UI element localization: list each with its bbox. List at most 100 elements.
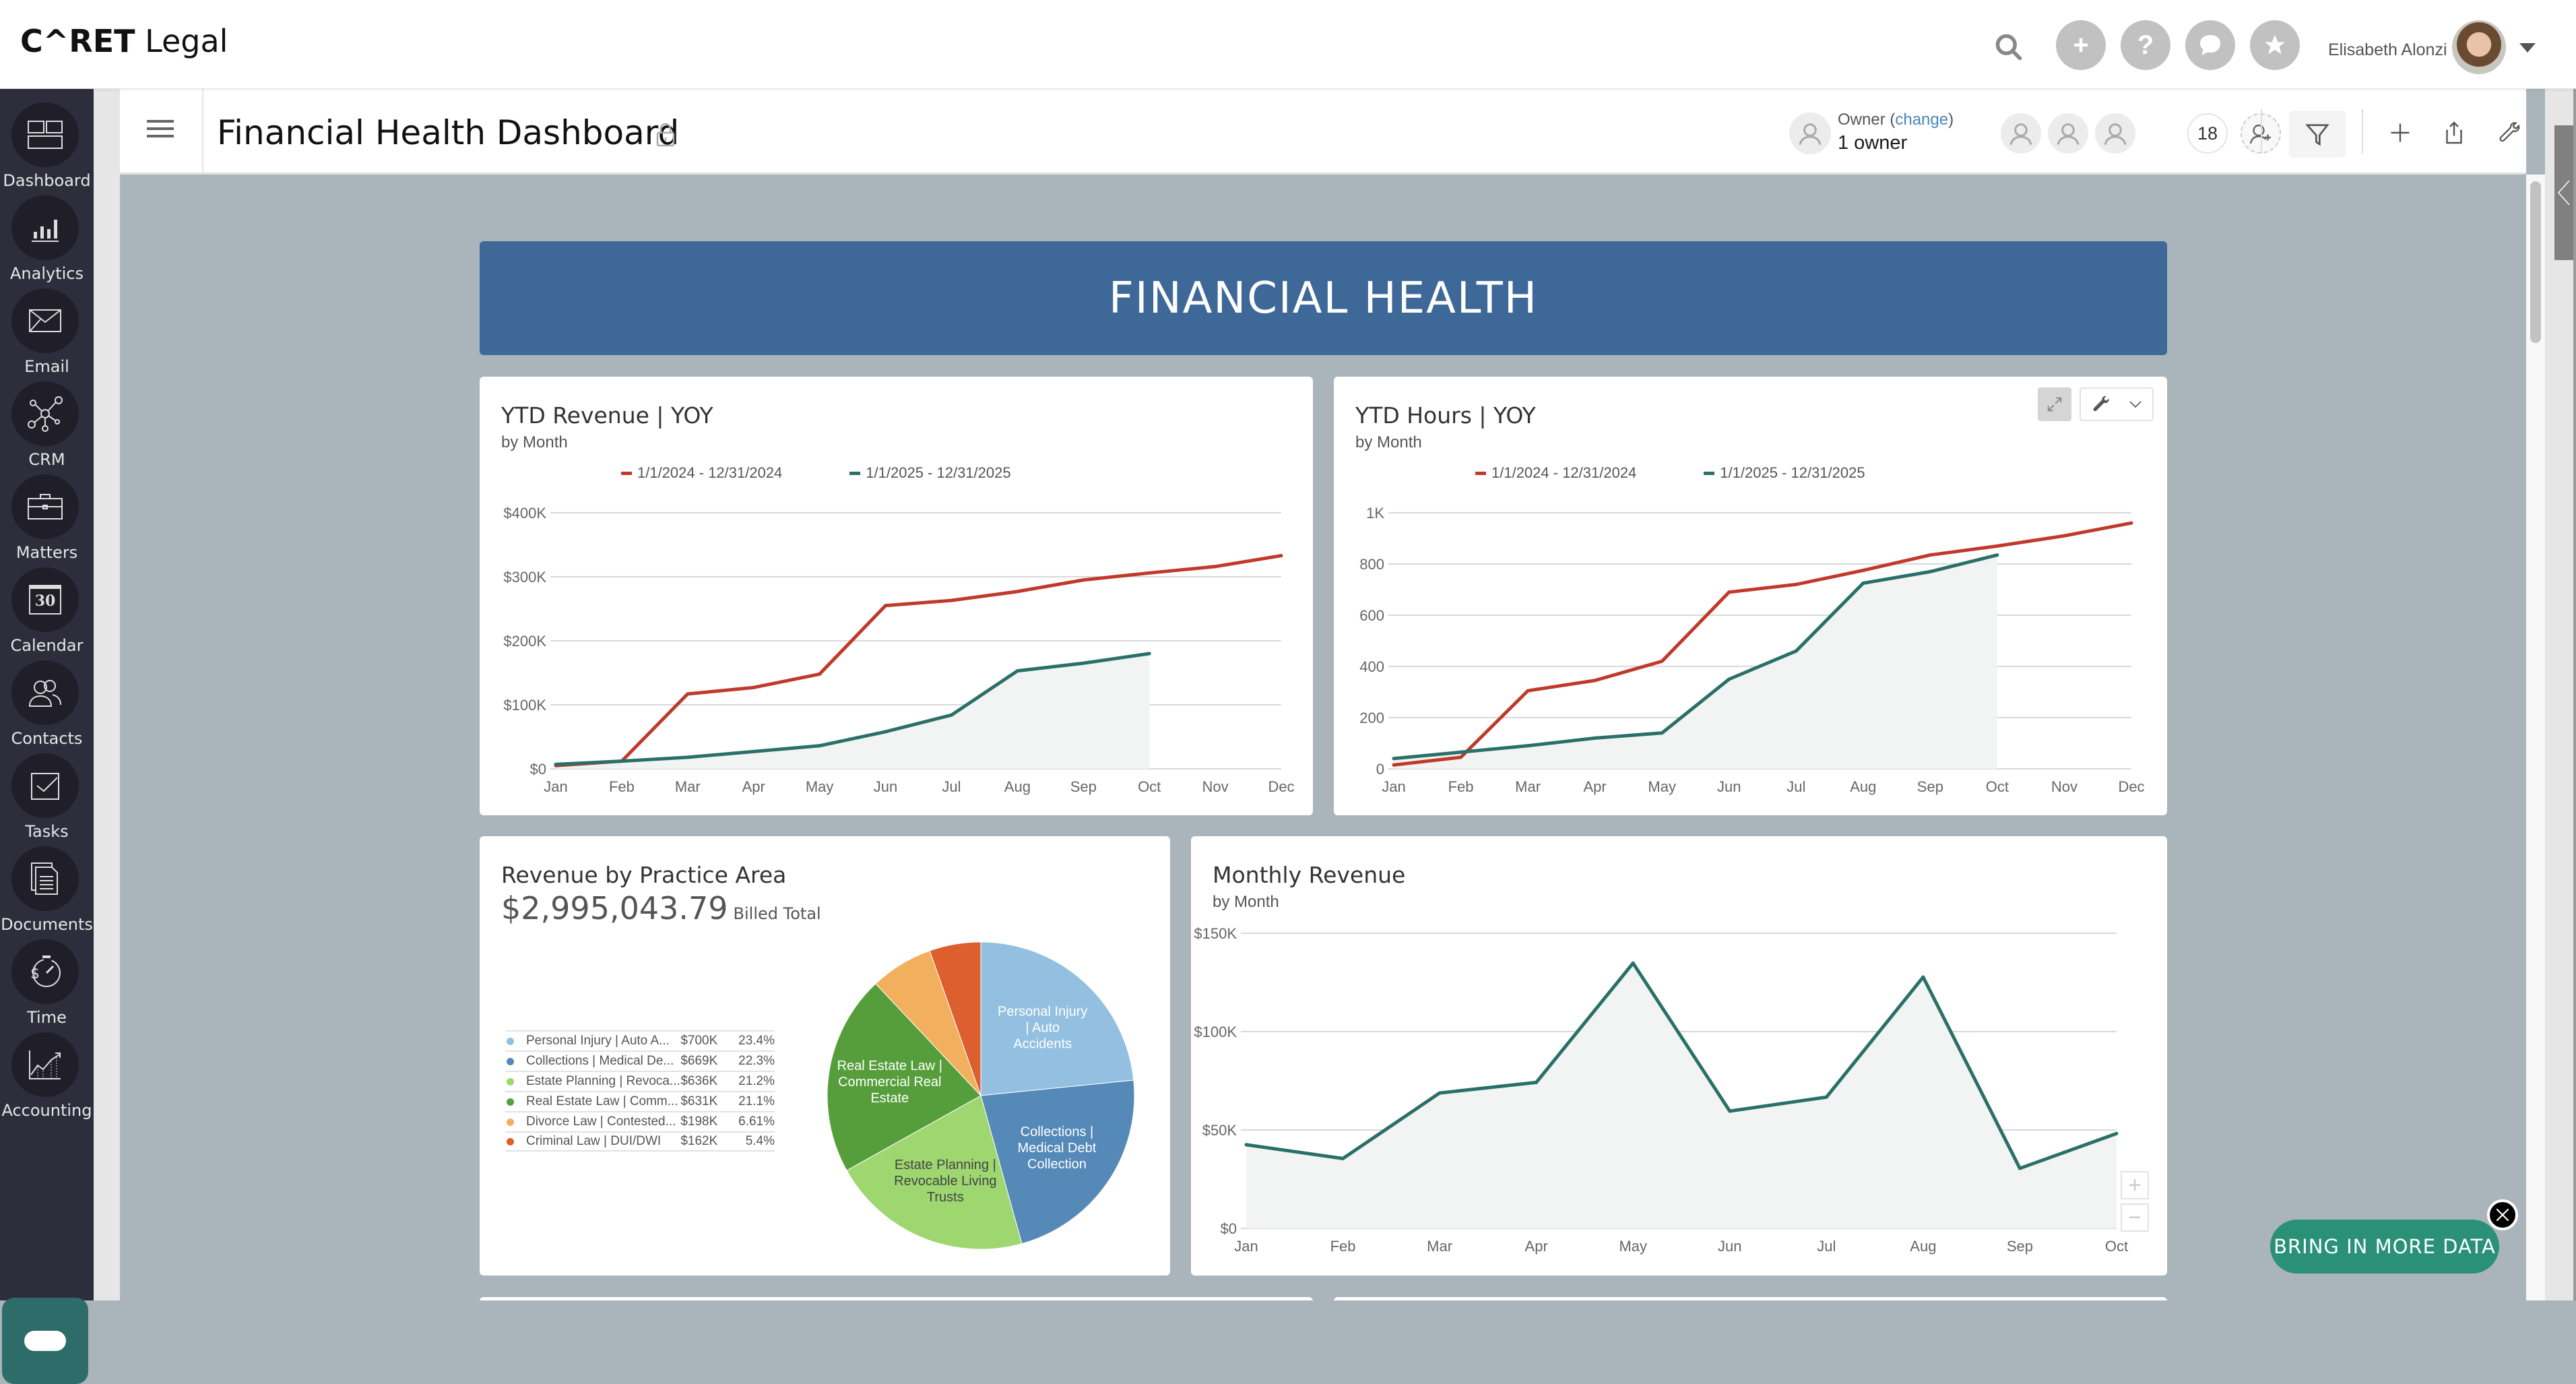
y-tick-label: 200 — [1359, 710, 1384, 726]
sidebar-label: Email — [24, 357, 69, 376]
data-point — [1995, 553, 1999, 557]
expand-icon — [2047, 397, 2062, 412]
data-point — [686, 692, 690, 696]
close-cta-button[interactable] — [2487, 1199, 2518, 1230]
x-tick-label: Sep — [1070, 778, 1097, 795]
filter-button[interactable] — [2289, 111, 2346, 158]
zoom-out-button[interactable]: − — [2121, 1203, 2149, 1232]
sidebar-item-email[interactable]: Email — [0, 284, 94, 377]
widget-partial[interactable] — [480, 1297, 1313, 1300]
wrench-icon — [2093, 396, 2109, 412]
user-menu-caret-icon[interactable] — [2519, 43, 2536, 53]
widget-toolbar — [2038, 387, 2154, 421]
widget-ytd-revenue[interactable]: YTD Revenue | YOY by Month 1/1/2024 - 12… — [480, 377, 1313, 815]
sidebar-item-time[interactable]: $ Time — [0, 935, 94, 1028]
legend-item[interactable]: 1/1/2025 - 12/31/2025 — [849, 464, 1011, 482]
sidebar-item-accounting[interactable]: Accounting — [0, 1028, 94, 1121]
widget-partial[interactable] — [1334, 1297, 2167, 1300]
widget-revenue-by-practice-area[interactable]: Revenue by Practice Area $2,995,043.79 Bi… — [480, 836, 1170, 1276]
zoom-in-button[interactable]: + — [2121, 1171, 2149, 1199]
legend-name: Personal Injury | Auto A... — [525, 1034, 670, 1048]
favorites-button[interactable] — [2250, 20, 2300, 70]
legend-item[interactable]: 1/1/2024 - 12/31/2024 — [1475, 464, 1636, 482]
settings-wrench-button[interactable] — [2491, 116, 2525, 150]
hamburger-menu-icon[interactable] — [147, 120, 174, 141]
expand-widget-button[interactable] — [2038, 387, 2071, 421]
data-point — [818, 672, 822, 676]
vertical-scrollbar[interactable] — [2526, 175, 2545, 1300]
share-button[interactable] — [2437, 116, 2471, 150]
support-chat-button[interactable] — [2, 1298, 88, 1384]
legend-row[interactable]: Estate Planning | Revoca... $636K 21.2% — [505, 1071, 775, 1091]
svg-text:$: $ — [30, 966, 40, 982]
sidebar-item-dashboard[interactable]: Dashboard — [0, 98, 94, 191]
change-owner-link[interactable]: change — [1895, 111, 1949, 129]
sidebar-item-calendar[interactable]: 30 Calendar — [0, 563, 94, 656]
legend-value: $162K — [680, 1134, 718, 1148]
scrollbar-thumb[interactable] — [2530, 181, 2541, 343]
x-tick-label: Apr — [1584, 778, 1607, 795]
series-area — [1246, 963, 2117, 1228]
data-point — [1861, 569, 1865, 572]
user-avatar[interactable] — [2452, 20, 2506, 74]
legend-row[interactable]: Collections | Medical De... $669K 22.3% — [505, 1050, 775, 1071]
add-widget-button[interactable] — [2383, 116, 2417, 150]
bring-in-more-data-button[interactable]: BRING IN MORE DATA — [2270, 1220, 2499, 1273]
logo-legal: Legal — [145, 23, 228, 59]
monthly-revenue-chart: $0 $50K $100K $150K Jan Feb Mar Apr May Jun Jul Aug… — [1194, 925, 2128, 1255]
widget-ytd-hours[interactable]: YTD Hours | YOY by Month 1/1/2024 - 12/3… — [1334, 377, 2167, 815]
sidebar-item-crm[interactable]: CRM — [0, 377, 94, 470]
y-tick-label: $200K — [503, 633, 546, 650]
lock-icon[interactable] — [655, 123, 676, 150]
pie-slice-label: Accidents — [1013, 1037, 1072, 1052]
messages-button[interactable] — [2185, 20, 2235, 70]
caret-legal-logo[interactable]: C^RET Legal — [20, 23, 228, 59]
shared-user-avatar[interactable] — [2095, 113, 2135, 154]
tasks-icon — [31, 773, 59, 800]
data-point — [1081, 661, 1085, 665]
legend-row[interactable]: Personal Injury | Auto A... $700K 23.4% — [505, 1030, 775, 1050]
x-tick-label: Dec — [1268, 778, 1294, 795]
sidebar-item-analytics[interactable]: Analytics — [0, 191, 94, 284]
x-tick-label: Nov — [1202, 778, 1229, 795]
sidebar-item-tasks[interactable]: Tasks — [0, 749, 94, 842]
right-rail — [2545, 89, 2576, 1300]
legend-row[interactable]: Real Estate Law | Comm... $631K 21.1% — [505, 1091, 775, 1111]
widget-settings-dropdown[interactable] — [2080, 387, 2154, 421]
data-point — [1526, 744, 1530, 748]
data-point — [1794, 649, 1798, 653]
sidebar-gutter — [94, 89, 120, 1300]
search-icon[interactable] — [1994, 32, 2024, 65]
sidebar-item-matters[interactable]: Matters — [0, 470, 94, 563]
sidebar-item-contacts[interactable]: Contacts — [0, 656, 94, 749]
legend-row[interactable]: Divorce Law | Contested... $198K 6.61% — [505, 1111, 775, 1131]
data-point — [1727, 590, 1731, 594]
shared-user-avatar[interactable] — [2048, 113, 2088, 154]
help-button[interactable]: ? — [2121, 20, 2170, 70]
data-point — [1727, 677, 1731, 681]
legend-row[interactable]: Criminal Law | DUI/DWI $162K 5.4% — [505, 1131, 775, 1152]
pie-slice-label: Trusts — [927, 1190, 964, 1205]
x-tick-label: Jun — [874, 778, 897, 795]
sidebar-label: CRM — [28, 450, 65, 469]
y-tick-label: 1K — [1366, 505, 1384, 522]
widget-monthly-revenue[interactable]: Monthly Revenue by Month $0 $50K $100K $150… — [1191, 836, 2167, 1276]
data-point — [1794, 582, 1798, 586]
shared-user-avatar[interactable] — [2001, 113, 2041, 154]
x-tick-label: Jul — [942, 778, 961, 795]
user-name[interactable]: Elisabeth Alonzi — [2328, 40, 2447, 59]
add-new-button[interactable]: + — [2056, 20, 2106, 70]
pie-slice — [929, 941, 981, 1096]
person-icon — [2009, 123, 2032, 146]
pie-slice-label: Collection — [1027, 1157, 1087, 1172]
sidebar-label: Matters — [15, 543, 78, 562]
sidebar-item-documents[interactable]: Documents — [0, 842, 94, 935]
member-count-badge[interactable]: 18 — [2187, 113, 2228, 154]
legend-swatch — [849, 471, 861, 475]
pie-slice-label: | Auto — [1025, 1021, 1060, 1036]
side-panel-toggle[interactable] — [2554, 125, 2573, 260]
data-point — [620, 759, 624, 763]
billed-total-label: Billed Total — [733, 904, 821, 923]
legend-item[interactable]: 1/1/2025 - 12/31/2025 — [1704, 464, 1865, 482]
legend-item[interactable]: 1/1/2024 - 12/31/2024 — [621, 464, 782, 482]
